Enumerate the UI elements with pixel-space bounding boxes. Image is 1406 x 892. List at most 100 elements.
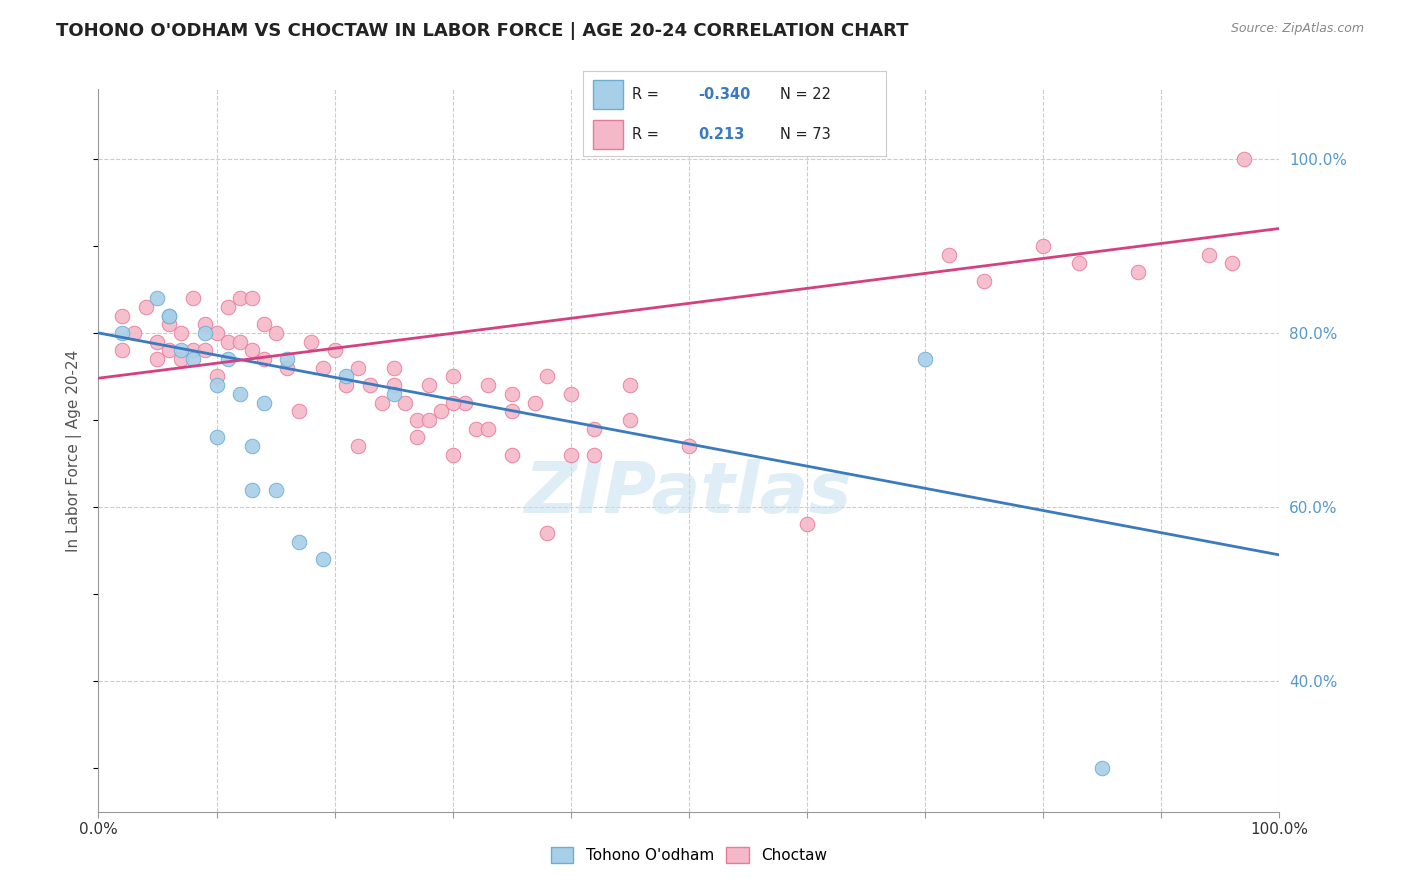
Point xyxy=(335,378,357,392)
Point xyxy=(347,360,370,375)
Point xyxy=(441,395,464,409)
Text: TOHONO O'ODHAM VS CHOCTAW IN LABOR FORCE | AGE 20-24 CORRELATION CHART: TOHONO O'ODHAM VS CHOCTAW IN LABOR FORCE… xyxy=(56,22,908,40)
Point xyxy=(382,378,405,392)
Point xyxy=(111,343,134,358)
Point xyxy=(406,430,429,444)
Point xyxy=(288,534,311,549)
Point xyxy=(501,448,523,462)
Point xyxy=(1126,265,1149,279)
Point xyxy=(312,552,335,566)
Point xyxy=(619,378,641,392)
Point xyxy=(477,422,499,436)
Point xyxy=(418,413,440,427)
Point xyxy=(299,334,322,349)
Point xyxy=(477,378,499,392)
Point xyxy=(111,309,134,323)
Point xyxy=(157,309,180,323)
Point xyxy=(1091,761,1114,775)
Point xyxy=(194,326,217,340)
Point xyxy=(938,247,960,261)
Point xyxy=(240,343,263,358)
Point xyxy=(441,448,464,462)
Text: N = 73: N = 73 xyxy=(780,127,831,142)
Text: Source: ZipAtlas.com: Source: ZipAtlas.com xyxy=(1230,22,1364,36)
Point xyxy=(157,317,180,331)
Point xyxy=(205,430,228,444)
Text: R =: R = xyxy=(631,87,664,103)
Point xyxy=(111,326,134,340)
Point xyxy=(914,352,936,367)
Point xyxy=(560,387,582,401)
Point xyxy=(796,517,818,532)
Point xyxy=(465,422,488,436)
Point xyxy=(240,291,263,305)
Y-axis label: In Labor Force | Age 20-24: In Labor Force | Age 20-24 xyxy=(66,350,83,551)
Point xyxy=(253,352,276,367)
Text: ZIPatlas: ZIPatlas xyxy=(526,459,852,528)
Point xyxy=(524,395,547,409)
Point xyxy=(1233,152,1256,166)
Point xyxy=(394,395,416,409)
Point xyxy=(205,378,228,392)
Point xyxy=(157,309,180,323)
Point xyxy=(501,387,523,401)
Point xyxy=(406,413,429,427)
Point xyxy=(170,343,193,358)
Point xyxy=(619,413,641,427)
Point xyxy=(430,404,453,418)
Point xyxy=(194,317,217,331)
Point xyxy=(583,422,606,436)
Point xyxy=(181,352,204,367)
Point xyxy=(453,395,475,409)
Point xyxy=(157,343,180,358)
Point xyxy=(536,369,558,384)
Legend: Tohono O'odham, Choctaw: Tohono O'odham, Choctaw xyxy=(544,841,834,869)
Point xyxy=(973,274,995,288)
Point xyxy=(253,395,276,409)
Point xyxy=(347,439,370,453)
Point xyxy=(146,334,169,349)
Point xyxy=(170,326,193,340)
Point xyxy=(382,360,405,375)
FancyBboxPatch shape xyxy=(592,80,623,110)
Point xyxy=(264,483,287,497)
Point xyxy=(205,326,228,340)
Point xyxy=(583,448,606,462)
Point xyxy=(441,369,464,384)
Point xyxy=(146,352,169,367)
Point xyxy=(501,404,523,418)
Point xyxy=(1220,256,1243,270)
Point xyxy=(536,526,558,541)
Point xyxy=(335,369,357,384)
Point xyxy=(312,360,335,375)
Point xyxy=(181,343,204,358)
Point xyxy=(678,439,700,453)
Point xyxy=(288,404,311,418)
Point xyxy=(560,448,582,462)
Point xyxy=(240,439,263,453)
Point xyxy=(1032,239,1054,253)
Point xyxy=(217,300,239,314)
Point xyxy=(276,360,298,375)
Point xyxy=(217,334,239,349)
Point xyxy=(170,352,193,367)
Point xyxy=(1198,247,1220,261)
Point xyxy=(135,300,157,314)
Point xyxy=(229,291,252,305)
Point xyxy=(205,369,228,384)
Point xyxy=(371,395,394,409)
Text: -0.340: -0.340 xyxy=(699,87,751,103)
Point xyxy=(229,387,252,401)
Point xyxy=(359,378,381,392)
Point xyxy=(181,291,204,305)
Text: N = 22: N = 22 xyxy=(780,87,831,103)
FancyBboxPatch shape xyxy=(592,120,623,149)
Point xyxy=(240,483,263,497)
Point xyxy=(229,334,252,349)
Text: R =: R = xyxy=(631,127,668,142)
Point xyxy=(264,326,287,340)
Point xyxy=(418,378,440,392)
Point xyxy=(1067,256,1090,270)
Point xyxy=(146,291,169,305)
Point xyxy=(122,326,145,340)
